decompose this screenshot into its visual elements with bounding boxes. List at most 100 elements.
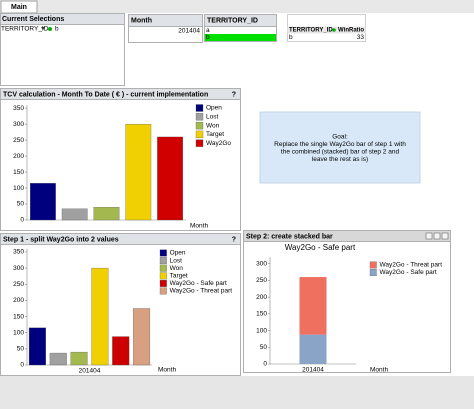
chart-title: Way2Go - Safe part <box>285 243 356 252</box>
legend-swatch <box>369 269 377 276</box>
chart-header <box>0 233 241 245</box>
bar <box>70 351 88 366</box>
legend-label: Lost <box>206 114 218 121</box>
box-header <box>0 13 125 25</box>
chart-caption: Step 1 - split Way2Go into 2 values <box>3 236 119 243</box>
y-tick-label: 0 <box>20 362 24 369</box>
legend-label: Target <box>170 273 188 280</box>
table-header <box>287 26 366 34</box>
legend-swatch <box>195 130 204 139</box>
legend-label: Way2Go - Threat part <box>170 288 233 295</box>
bar <box>91 267 109 366</box>
goal-title: Goal: <box>332 134 348 141</box>
y-tick-label: 300 <box>256 260 267 267</box>
bar <box>93 207 120 221</box>
selected-dot <box>48 27 52 31</box>
listbox-header <box>204 14 277 27</box>
listbox-title: Month <box>131 17 152 24</box>
x-tick-label: 201404 <box>302 367 324 374</box>
legend-label: Way2Go - Safe part <box>380 269 437 276</box>
legend-swatch <box>195 104 204 112</box>
legend-label: Way2Go - Threat part <box>380 262 443 269</box>
y-tick-label: 150 <box>13 313 24 320</box>
x-tick-label: 201404 <box>79 368 101 375</box>
legend-label: Open <box>206 105 222 112</box>
selected-dot <box>332 28 336 32</box>
y-tick-label: 250 <box>256 277 267 284</box>
legend-label: Won <box>170 265 184 272</box>
y-tick-label: 50 <box>260 344 268 351</box>
legend-swatch <box>159 264 167 272</box>
window-button[interactable] <box>425 232 433 240</box>
y-tick-label: 350 <box>13 249 24 256</box>
bar <box>61 208 88 221</box>
legend-swatch <box>159 279 167 287</box>
y-tick-label: 100 <box>13 185 24 192</box>
y-tick-label: 200 <box>13 153 24 160</box>
help-icon[interactable]: ? <box>232 91 236 98</box>
bar-segment <box>299 334 327 364</box>
legend-swatch <box>369 261 377 269</box>
listbox-title: TERRITORY_ID <box>207 17 258 24</box>
listbox-header <box>128 14 203 27</box>
goal-text: Replace the single Way2Go bar of step 1 … <box>274 141 406 163</box>
tab-bar <box>0 0 474 13</box>
listbox-row[interactable] <box>205 27 276 34</box>
legend-label: Target <box>206 131 224 138</box>
listbox-item[interactable]: 201404 <box>178 28 200 35</box>
listbox-item[interactable]: a <box>206 27 210 34</box>
bar <box>49 352 67 366</box>
listbox-row-selected[interactable] <box>205 34 276 41</box>
goal-box <box>259 111 421 184</box>
y-tick-label: 0 <box>263 361 267 368</box>
y-tick-label: 150 <box>256 311 267 318</box>
bar <box>28 327 46 366</box>
x-axis-label: Month <box>370 367 388 374</box>
legend-swatch <box>159 287 167 295</box>
x-axis-label: Month <box>190 223 208 230</box>
listbox-item[interactable]: b <box>206 34 210 41</box>
legend-swatch <box>159 257 167 265</box>
tab-label[interactable]: Main <box>11 4 27 11</box>
legend-swatch <box>195 113 204 121</box>
chart-caption: Step 2: create stacked bar <box>246 233 333 240</box>
legend-label: Lost <box>170 257 182 264</box>
bar-segment <box>299 277 327 335</box>
bottom-strip <box>0 376 474 409</box>
bar <box>157 136 183 221</box>
legend-swatch <box>159 272 167 280</box>
legend-swatch <box>159 249 167 257</box>
table-column: TERRITORY_ID <box>289 28 333 34</box>
y-tick-label: 0 <box>20 217 24 224</box>
y-tick-label: 200 <box>256 294 267 301</box>
legend-label: Way2Go <box>206 140 231 147</box>
table-cell: 33 <box>357 34 365 41</box>
dropdown-arrow[interactable] <box>41 27 45 30</box>
y-tick-label: 250 <box>13 137 24 144</box>
bar <box>30 183 56 221</box>
y-tick-label: 100 <box>256 327 267 334</box>
bar <box>133 308 151 366</box>
y-tick-label: 200 <box>13 297 24 304</box>
x-axis-label: Month <box>158 367 176 374</box>
selection-field: TERRITORY_ID <box>1 26 49 33</box>
chart-caption: TCV calculation - Month To Date ( € ) - … <box>3 91 208 98</box>
y-tick-label: 50 <box>17 201 25 208</box>
y-tick-label: 300 <box>13 121 24 128</box>
y-tick-label: 50 <box>17 346 25 353</box>
bar <box>112 336 130 366</box>
legend-swatch <box>195 121 204 130</box>
selection-value: b <box>55 26 59 33</box>
y-tick-label: 250 <box>13 281 24 288</box>
y-tick-label: 300 <box>13 265 24 272</box>
window-button[interactable] <box>441 232 449 240</box>
legend-label: Way2Go - Safe part <box>170 280 227 287</box>
y-tick-label: 100 <box>13 329 24 336</box>
help-icon[interactable]: ? <box>232 236 236 243</box>
legend-label: Open <box>170 250 186 257</box>
window-button[interactable] <box>433 232 441 240</box>
table-column: WinRatio <box>338 28 364 34</box>
box-title: Current Selections <box>2 16 64 23</box>
chart-box <box>243 230 451 373</box>
